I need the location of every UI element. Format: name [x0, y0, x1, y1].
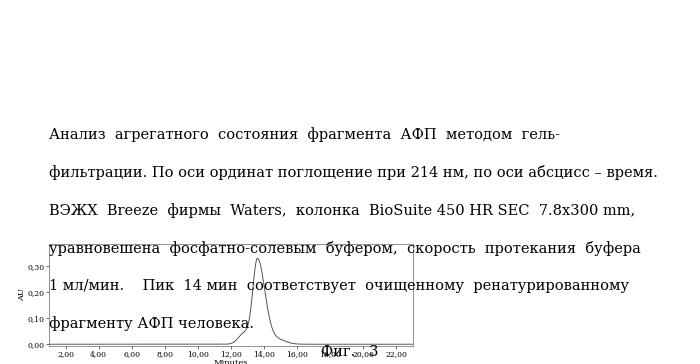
Text: фрагменту АФП человека.: фрагменту АФП человека.	[49, 316, 254, 331]
Text: уравновешена  фосфатно-солевым  буфером,  скорость  протекания  буфера: уравновешена фосфатно-солевым буфером, с…	[49, 241, 641, 256]
Text: ВЭЖХ  Breeze  фирмы  Waters,  колонка  BioSuite 450 HR SEC  7.8х300 mm,: ВЭЖХ Breeze фирмы Waters, колонка BioSui…	[49, 203, 636, 218]
Text: Анализ  агрегатного  состояния  фрагмента  АФП  методом  гель-: Анализ агрегатного состояния фрагмента А…	[49, 127, 560, 142]
Text: Фиг.   3: Фиг. 3	[321, 345, 379, 359]
X-axis label: Minutes: Minutes	[214, 359, 248, 364]
Y-axis label: AU: AU	[18, 288, 27, 301]
Text: фильтрации. По оси ординат поглощение при 214 нм, по оси абсцисс – время.: фильтрации. По оси ординат поглощение пр…	[49, 165, 658, 180]
Text: 1 мл/мин.    Пик  14 мин  соответствует  очищенному  ренатурированному: 1 мл/мин. Пик 14 мин соответствует очище…	[49, 279, 629, 293]
